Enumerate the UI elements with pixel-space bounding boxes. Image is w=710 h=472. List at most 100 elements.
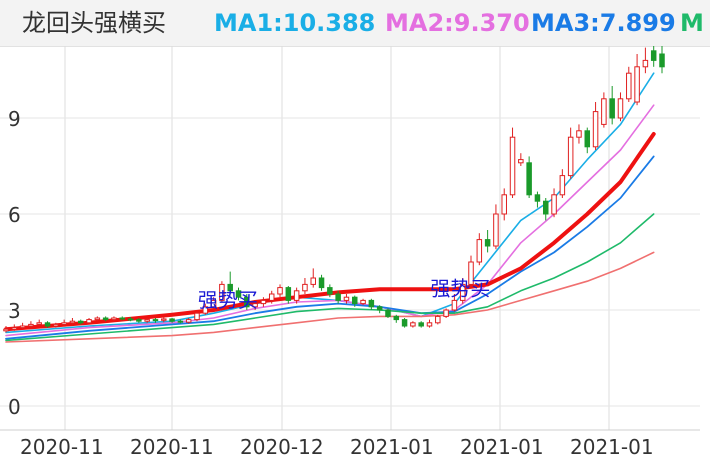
candle-body (69, 320, 76, 324)
x-tick-label: 2021-01 (570, 435, 654, 459)
candle (194, 311, 200, 322)
signal-label: 强势买 (198, 288, 258, 312)
candle (219, 281, 225, 302)
candle (551, 188, 557, 218)
candle (493, 204, 499, 250)
candle-body (451, 299, 458, 311)
y-tick-label: 6 (8, 203, 21, 227)
candle-body (169, 318, 175, 322)
candle (202, 303, 209, 315)
candle (476, 233, 483, 266)
candle (94, 316, 101, 322)
candle-body (335, 293, 341, 301)
candle (352, 295, 358, 307)
candle (310, 268, 316, 288)
x-tick-label: 2020-12 (240, 435, 324, 459)
candle (659, 46, 665, 74)
x-tick-label: 2020-11 (20, 435, 104, 459)
candle (617, 92, 624, 122)
candle (376, 305, 383, 314)
candle-body (459, 283, 466, 301)
candle (526, 156, 532, 198)
candle (468, 255, 474, 288)
candle-body (310, 277, 316, 285)
candle-body (293, 290, 300, 301)
candle (61, 319, 67, 326)
candle-body (194, 312, 200, 321)
candle-body (609, 98, 615, 119)
candle-body (592, 111, 599, 148)
signal-label: 强势买 (430, 277, 490, 301)
candle (418, 321, 424, 328)
candle-body (327, 287, 333, 295)
y-axis-ticks: 0 3 6 9 (8, 107, 21, 419)
candle-body (318, 277, 325, 289)
candle-body (518, 159, 524, 164)
candle-body (617, 98, 624, 119)
candle-body (252, 303, 258, 308)
y-tick-label: 0 (8, 395, 21, 419)
candle (177, 319, 184, 324)
candle-body (476, 239, 483, 263)
annotations: 强势买 强势买 (198, 277, 491, 312)
candle (401, 318, 408, 328)
ma-line-2 (5, 104, 655, 337)
candle-body (634, 66, 640, 103)
candle-body (484, 239, 491, 247)
candlestick-chart: 0 3 6 9 2020-11 2020-11 2020-12 2021-01 2021-01… (0, 46, 700, 459)
candle (343, 294, 350, 304)
candle (650, 46, 657, 67)
candle (161, 317, 167, 323)
candle (426, 319, 433, 328)
indicator-title: 龙回头强横买 (22, 9, 166, 37)
candle (169, 318, 175, 323)
candle (592, 102, 599, 150)
candle (576, 124, 582, 144)
candle-body (576, 130, 582, 138)
candle (509, 127, 516, 198)
candle-body (244, 296, 250, 308)
candle (626, 66, 632, 102)
y-tick-label: 3 (8, 299, 21, 323)
candle-body (567, 136, 574, 177)
x-axis-ticks: 2020-11 2020-11 2020-12 2021-01 2021-01 2021-… (20, 435, 654, 459)
candle (459, 278, 466, 304)
candle (3, 326, 9, 333)
ma2-label: MA2:9.370 (385, 9, 530, 37)
candle-body (94, 317, 101, 321)
candle-body (542, 200, 549, 215)
candle (609, 86, 615, 125)
candle-body (468, 261, 474, 285)
candle-body (185, 319, 192, 323)
candle (210, 297, 217, 309)
candle-body (119, 317, 126, 320)
candle-body (219, 283, 225, 301)
candles (3, 46, 665, 333)
candle (542, 198, 549, 221)
candle (69, 318, 76, 325)
candle-body (202, 306, 209, 314)
candle-body (77, 320, 84, 324)
candle-body (11, 327, 18, 330)
candle-body (559, 175, 566, 196)
candle-body (161, 318, 167, 321)
candle (318, 274, 325, 291)
candle-body (343, 296, 350, 301)
candle (410, 321, 416, 328)
candle (252, 300, 258, 310)
candle-body (410, 322, 416, 327)
candle (44, 321, 51, 328)
candle-body (368, 299, 375, 308)
candle-body (650, 50, 657, 61)
candle-body (19, 325, 26, 329)
candle-body (626, 72, 632, 100)
candle (268, 290, 275, 304)
candle-body (352, 296, 358, 305)
chart-header: 龙回头强横买 MA1:10.388 MA2:9.370 MA3:7.899 M (0, 0, 710, 47)
candle (86, 318, 92, 325)
candle-body (584, 130, 591, 148)
candle (235, 287, 242, 301)
candle-body (659, 53, 665, 68)
candle-body (385, 309, 391, 317)
grid-lines (0, 46, 700, 431)
